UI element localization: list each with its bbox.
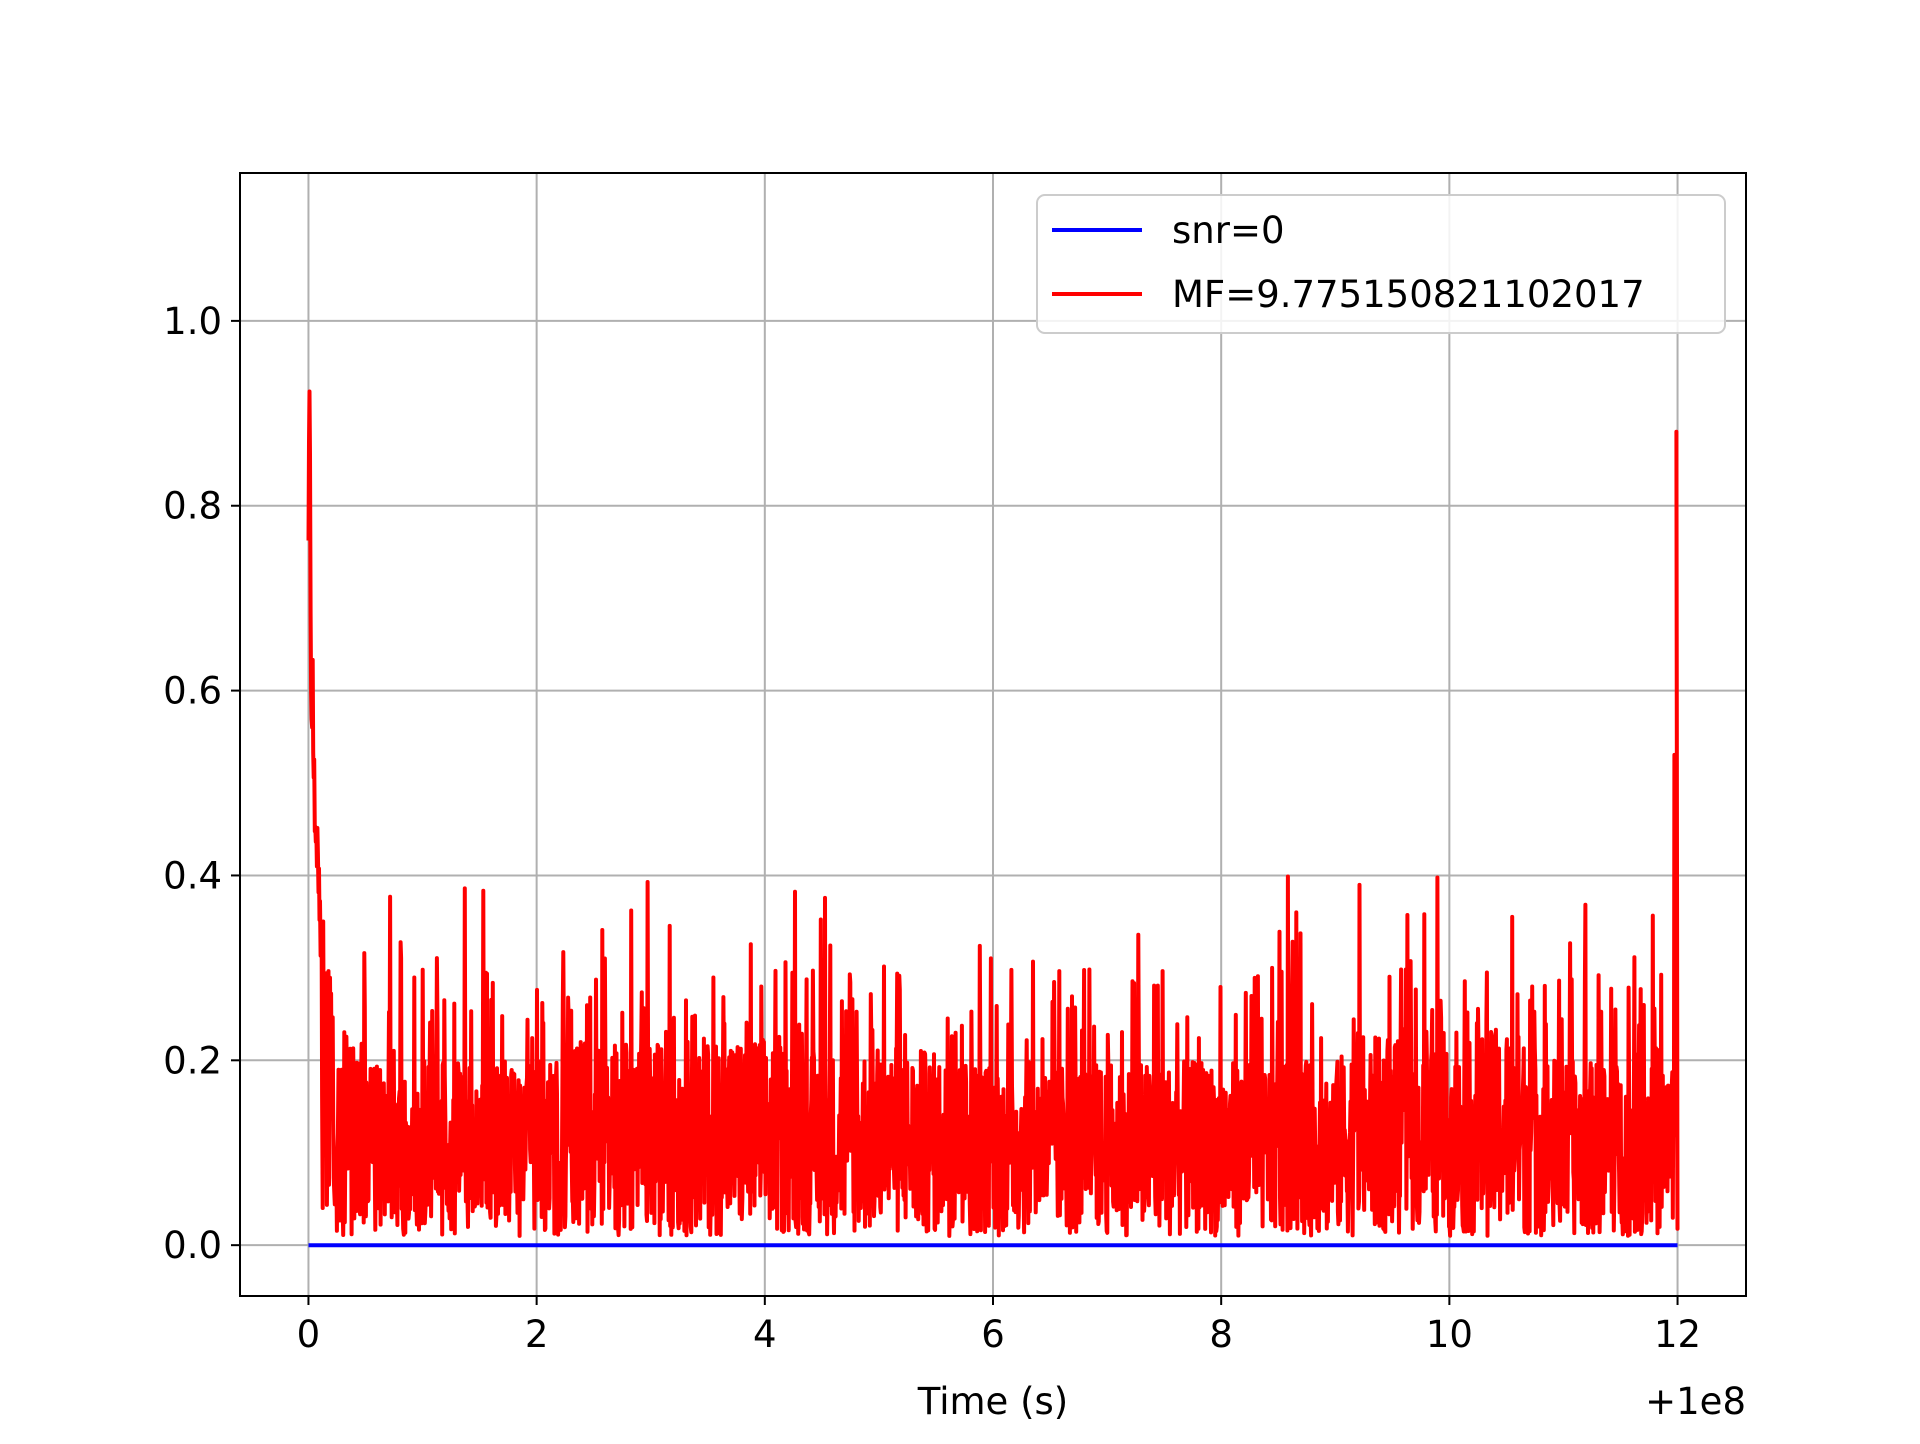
x-tick-label: 10 [1426,1313,1473,1356]
x-tick-label: 4 [753,1313,777,1356]
legend-label-snr: snr=0 [1172,209,1284,252]
y-tick-label: 0.2 [163,1039,222,1082]
legend: snr=0 MF=9.775150821102017 [1036,194,1726,334]
x-tick-label: 0 [297,1313,321,1356]
y-tick-label: 0.6 [163,670,222,713]
x-tick-label: 2 [525,1313,549,1356]
x-tick-label: 8 [1209,1313,1233,1356]
axis-ticks: 0 2 4 6 8 10 12 0.0 0.2 0.4 0.6 0.8 1.0 [163,300,1701,1356]
x-axis-offset-label: +1e8 [1645,1380,1746,1423]
legend-label-mf: MF=9.775150821102017 [1172,273,1645,316]
series-lines [306,389,1680,1248]
x-tick-label: 12 [1654,1313,1701,1356]
x-axis-label: Time (s) [917,1380,1068,1423]
legend-box [1036,194,1726,334]
series-line-mf [306,389,1680,1238]
y-tick-label: 0.0 [163,1224,222,1267]
y-tick-label: 0.8 [163,485,222,528]
x-tick-label: 6 [981,1313,1005,1356]
y-tick-label: 1.0 [163,300,222,343]
y-tick-label: 0.4 [163,854,222,897]
